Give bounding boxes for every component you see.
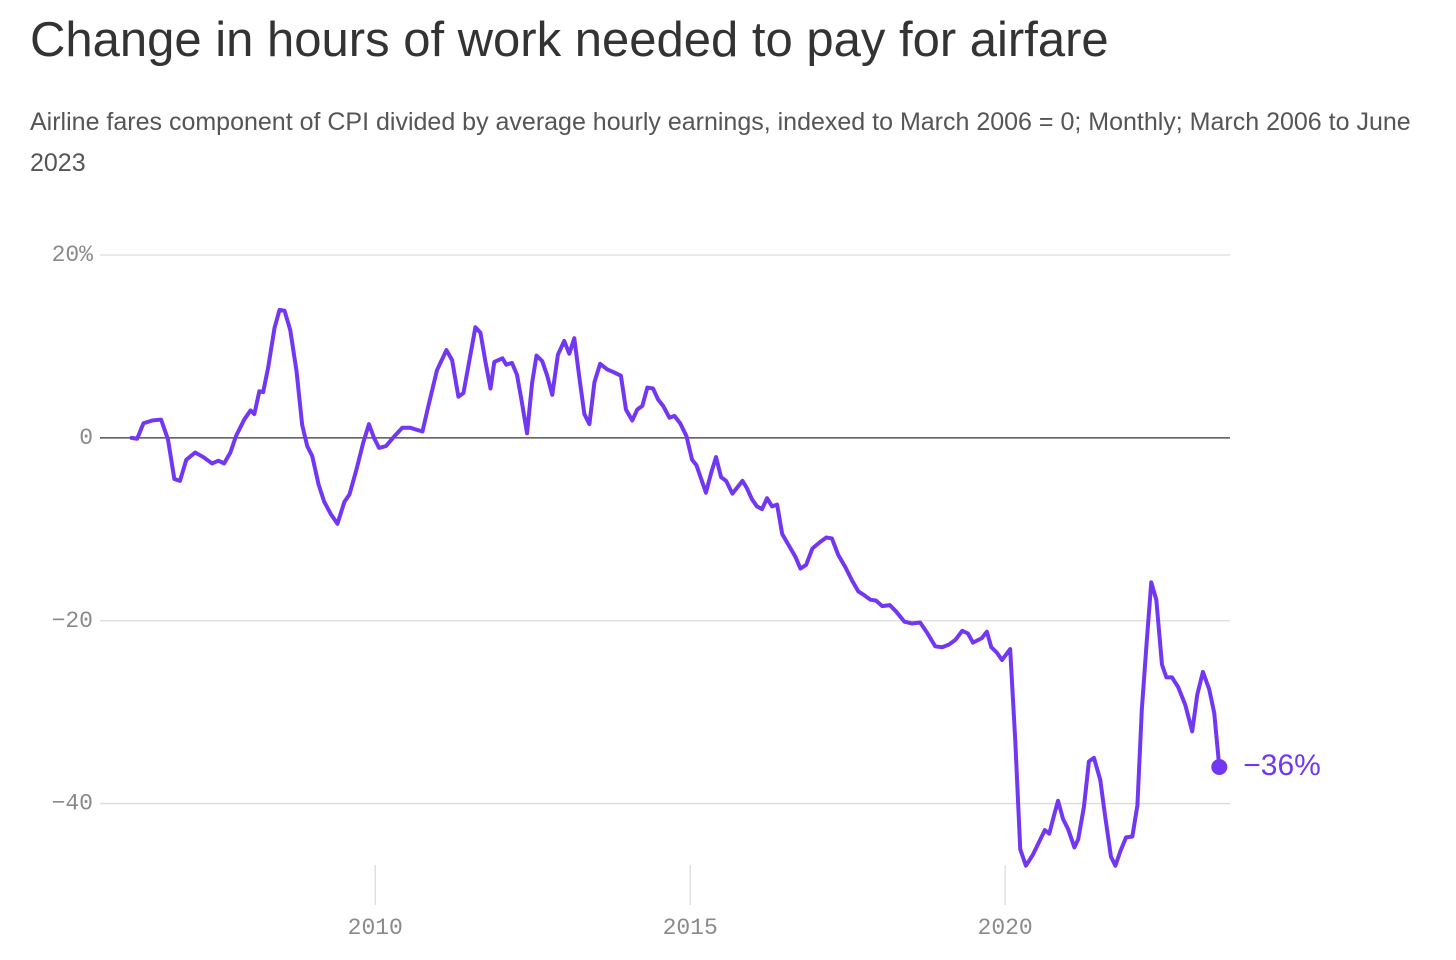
x-tick-label: 2020 (978, 915, 1033, 941)
end-point (1211, 759, 1228, 775)
y-tick-label: 20% (52, 242, 94, 268)
chart-subtitle: Airline fares component of CPI divided b… (30, 108, 1411, 177)
end-label: −36% (1243, 749, 1321, 782)
y-tick-label: −40 (52, 791, 93, 817)
y-tick-label: −20 (52, 608, 93, 634)
chart-title: Change in hours of work needed to pay fo… (30, 13, 1109, 67)
y-tick-label: 0 (79, 425, 93, 451)
series-line (129, 307, 1222, 868)
x-tick-label: 2015 (663, 915, 718, 941)
x-tick-label: 2010 (348, 915, 403, 941)
